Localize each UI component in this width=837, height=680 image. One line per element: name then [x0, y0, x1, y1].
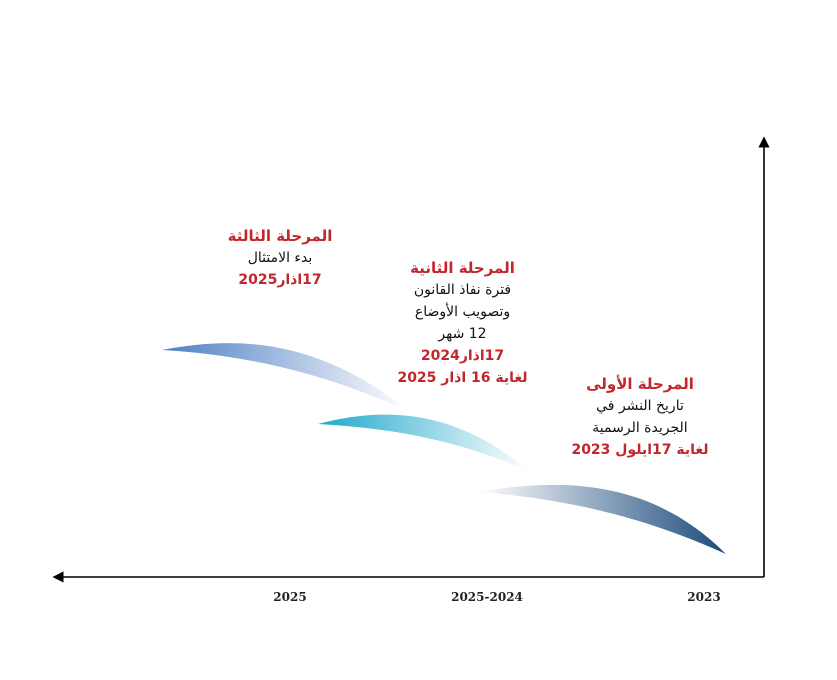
phase2-title: المرحلة الثانية: [410, 259, 515, 277]
phase2-description-line1: فترة نفاذ القانون: [413, 282, 512, 298]
phase2-description-line2: وتصويب الأوضاع: [414, 304, 511, 320]
phase2-label-group: المرحلة الثانية فترة نفاذ القانون وتصويب…: [380, 257, 545, 389]
year-label-2023: 2023: [687, 590, 721, 604]
year-label-2024-2025: 2025-2024: [451, 590, 523, 604]
phase3-label-group: المرحلة الثالثة بدء الامتثال 17اذار2025: [205, 225, 355, 291]
phase3-description: بدء الامتثال: [247, 250, 313, 266]
phase1-date: لغاية 17ايلول 2023: [571, 442, 709, 458]
phase2-band: [318, 414, 530, 472]
phase2-end-date: لغاية 16 اذار 2025: [397, 370, 528, 386]
phase3-title: المرحلة الثالثة: [227, 227, 333, 245]
phase2-start-date: 17اذار2024: [420, 348, 505, 364]
phase3-date: 17اذار2025: [238, 272, 322, 288]
phase2-duration: 12 شهر: [438, 326, 487, 342]
year-label-2025: 2025: [273, 590, 307, 604]
phase1-label-group: المرحلة الأولى تاريخ النشر في الجريدة ال…: [555, 373, 725, 461]
phase1-description-line1: تاريخ النشر في: [596, 398, 684, 414]
phase1-description-line2: الجريدة الرسمية: [592, 420, 688, 436]
phase3-band: [162, 343, 410, 412]
phase1-title: المرحلة الأولى: [586, 375, 694, 393]
phase1-band: [478, 484, 726, 554]
